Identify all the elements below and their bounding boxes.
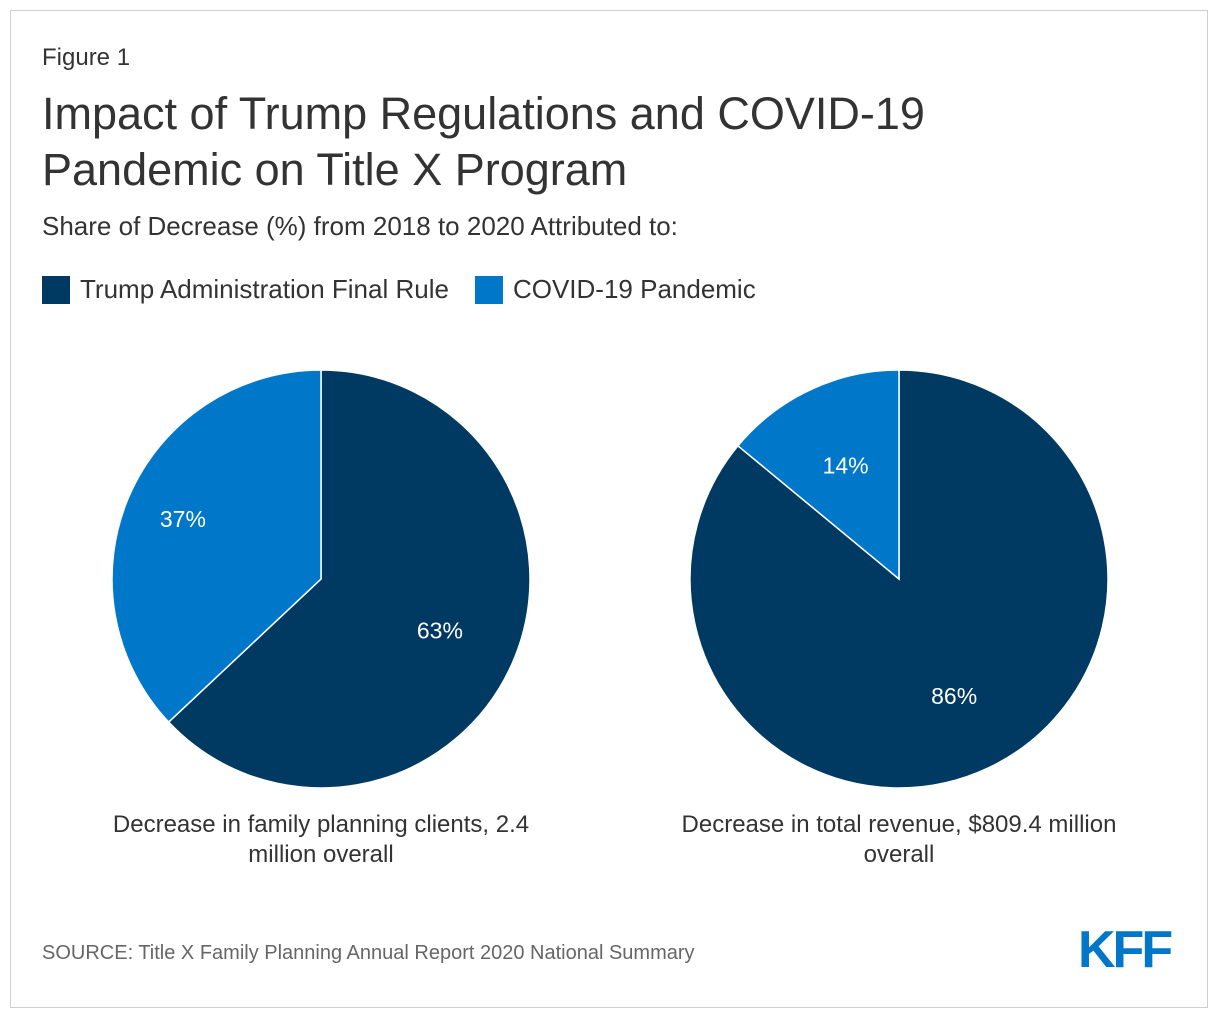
pie-2-slice-covid	[736, 369, 900, 581]
pie-1-label-final-rule: 63%	[417, 617, 463, 643]
figure-label: Figure 1	[42, 44, 131, 71]
legend-label-final-rule: Trump Administration Final Rule	[80, 274, 449, 304]
title-line-1: Impact of Trump Regulations and COVID-19	[42, 88, 925, 139]
pie-2-label-final-rule: 86%	[931, 683, 977, 709]
kff-logo-text: KFF	[1078, 922, 1171, 972]
legend-label-covid: COVID-19 Pandemic	[512, 274, 756, 304]
title-line-2: Pandemic on Title X Program	[42, 144, 628, 195]
figure-frame	[10, 10, 1208, 1008]
pie-2-label-covid: 14%	[823, 453, 869, 479]
pie-1-caption: Decrease in family planning clients, 2.4…	[61, 810, 581, 870]
chart-subtitle: Share of Decrease (%) from 2018 to 2020 …	[42, 211, 678, 241]
pie-1-caption-line-2: million overall	[248, 841, 394, 868]
pie-2-caption: Decrease in total revenue, $809.4 millio…	[639, 810, 1159, 870]
legend-item-covid: COVID-19 Pandemic	[474, 274, 756, 305]
pie-1-caption-line-1: Decrease in family planning clients, 2.4	[112, 811, 530, 838]
pie-2-caption-line-1: Decrease in total revenue, $809.4 millio…	[681, 811, 1117, 838]
legend-item-final-rule: Trump Administration Final Rule	[42, 274, 449, 305]
legend-swatch-final-rule	[42, 275, 70, 304]
pie-1-slice-final-rule	[167, 369, 531, 789]
legend-swatch-covid	[474, 275, 503, 304]
chart-title: Impact of Trump Regulations and COVID-19…	[42, 86, 1042, 198]
legend: Trump Administration Final Rule COVID-19…	[42, 274, 782, 305]
source-note: SOURCE: Title X Family Planning Annual R…	[42, 942, 695, 964]
kff-logo: KFF	[1078, 922, 1174, 972]
pie-2-caption-line-2: overall	[863, 841, 935, 868]
pie-1-slice-covid	[111, 369, 322, 724]
pie-2-slice-final-rule	[689, 369, 1109, 789]
pie-1-label-covid: 37%	[160, 506, 206, 532]
